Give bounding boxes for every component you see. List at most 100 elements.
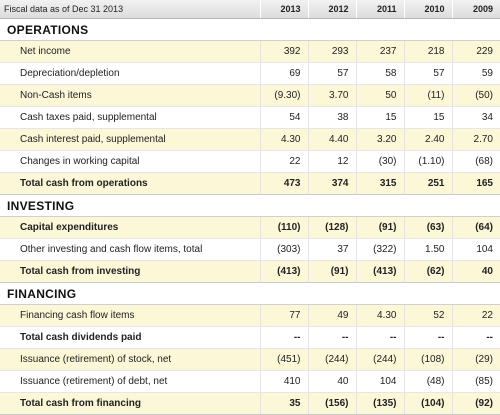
row-label: Total cash from financing [0, 392, 260, 415]
cell-value-2009: 2.70 [451, 128, 500, 151]
row-label: Cash interest paid, supplemental [0, 128, 260, 151]
cell-value-2012: 12 [307, 150, 356, 173]
cell-value-2011: 15 [355, 106, 404, 129]
cell-value-2012: (244) [307, 348, 356, 371]
section-header-operations: OPERATIONS [0, 18, 500, 41]
row-label: Changes in working capital [0, 150, 260, 173]
cell-value-2012: 49 [307, 304, 356, 327]
row-label: Cash taxes paid, supplemental [0, 106, 260, 129]
cell-value-2012: 40 [307, 370, 356, 393]
section-header-financing: FINANCING [0, 282, 500, 305]
cell-value-2010: (104) [403, 392, 452, 415]
cell-value-2013: 473 [259, 172, 308, 195]
cell-value-2011: (413) [355, 260, 404, 283]
row-label: Issuance (retirement) of stock, net [0, 348, 260, 371]
row-label: Total cash from investing [0, 260, 260, 283]
cell-value-2009: (92) [451, 392, 500, 415]
cell-value-2013: (303) [259, 238, 308, 261]
section-title: INVESTING [0, 194, 500, 217]
row-label: Other investing and cash flow items, tot… [0, 238, 260, 261]
cell-value-2013: 77 [259, 304, 308, 327]
cell-value-2010: (48) [403, 370, 452, 393]
cell-value-2009: 165 [451, 172, 500, 195]
cell-value-2009: 229 [451, 40, 500, 63]
cell-value-2009: (50) [451, 84, 500, 107]
year-header-2009: 2009 [451, 0, 500, 19]
cell-value-2013: -- [259, 326, 308, 349]
cell-value-2011: 104 [355, 370, 404, 393]
cell-value-2012: 57 [307, 62, 356, 85]
table-row: Changes in working capital 22 12 (30) (1.10)… [0, 150, 500, 173]
cell-value-2012: -- [307, 326, 356, 349]
cell-value-2013: (9.30) [259, 84, 308, 107]
table-row: Issuance (retirement) of stock, net (451)… [0, 348, 500, 371]
cell-value-2013: 392 [259, 40, 308, 63]
cell-value-2013: (451) [259, 348, 308, 371]
cell-value-2009: (64) [451, 216, 500, 239]
cell-value-2012: (156) [307, 392, 356, 415]
row-label: Capital expenditures [0, 216, 260, 239]
row-label: Total cash dividends paid [0, 326, 260, 349]
row-label: Depreciation/depletion [0, 62, 260, 85]
cell-value-2012: 37 [307, 238, 356, 261]
row-label: Non-Cash items [0, 84, 260, 107]
cell-value-2012: 38 [307, 106, 356, 129]
table-row: Total cash from operations 473 374 315 251 16… [0, 172, 500, 195]
table-row: Financing cash flow items 77 49 4.30 52 22 [0, 304, 500, 327]
cell-value-2010: (62) [403, 260, 452, 283]
cell-value-2011: (30) [355, 150, 404, 173]
cell-value-2011: 3.20 [355, 128, 404, 151]
table-row: Capital expenditures (110) (128) (91) (63) (6… [0, 216, 500, 239]
year-header-2012: 2012 [307, 0, 356, 19]
table-row: Total cash dividends paid -- -- -- -- -- [0, 326, 500, 349]
cell-value-2010: (108) [403, 348, 452, 371]
cell-value-2013: 22 [259, 150, 308, 173]
table-row: Total cash from investing (413) (91) (413)(… [0, 260, 500, 283]
year-header-2013: 2013 [259, 0, 308, 19]
cell-value-2010: 2.40 [403, 128, 452, 151]
section-title: OPERATIONS [0, 18, 500, 41]
cell-value-2011: 4.30 [355, 304, 404, 327]
cell-value-2012: 293 [307, 40, 356, 63]
table-header-row: Fiscal data as of Dec 31 2013 2013 2012 … [0, 0, 500, 19]
cell-value-2013: (110) [259, 216, 308, 239]
cell-value-2012: 3.70 [307, 84, 356, 107]
cell-value-2009: -- [451, 326, 500, 349]
cell-value-2010: 57 [403, 62, 452, 85]
cell-value-2010: 15 [403, 106, 452, 129]
cell-value-2011: -- [355, 326, 404, 349]
cell-value-2011: 315 [355, 172, 404, 195]
row-label: Issuance (retirement) of debt, net [0, 370, 260, 393]
cell-value-2010: (1.10) [403, 150, 452, 173]
cell-value-2013: 35 [259, 392, 308, 415]
cell-value-2013: 410 [259, 370, 308, 393]
cell-value-2011: 50 [355, 84, 404, 107]
table-row: Other investing and cash flow items, tot… [0, 238, 500, 261]
cell-value-2010: 218 [403, 40, 452, 63]
table-row: Net income 392 293 237 218 229 [0, 40, 500, 63]
cell-value-2011: 237 [355, 40, 404, 63]
cell-value-2010: 251 [403, 172, 452, 195]
cell-value-2009: 40 [451, 260, 500, 283]
cell-value-2013: 54 [259, 106, 308, 129]
cell-value-2010: 52 [403, 304, 452, 327]
table-row: Depreciation/depletion 69 57 58 57 59 [0, 62, 500, 85]
cell-value-2010: 1.50 [403, 238, 452, 261]
section-title: FINANCING [0, 282, 500, 305]
cell-value-2009: (85) [451, 370, 500, 393]
table-row: Cash taxes paid, supplemental 54 38 15 15 34 [0, 106, 500, 129]
cell-value-2010: (63) [403, 216, 452, 239]
table-row: Cash interest paid, supplemental 4.30 4.40… [0, 128, 500, 151]
cell-value-2012: 4.40 [307, 128, 356, 151]
row-label: Net income [0, 40, 260, 63]
cell-value-2013: (413) [259, 260, 308, 283]
cell-value-2009: 59 [451, 62, 500, 85]
year-header-2010: 2010 [403, 0, 452, 19]
table-row: Issuance (retirement) of debt, net 410 40 1… [0, 370, 500, 393]
section-header-investing: INVESTING [0, 194, 500, 217]
table-row: Non-Cash items (9.30) 3.70 50 (11) (50) [0, 84, 500, 107]
cell-value-2012: (91) [307, 260, 356, 283]
cell-value-2010: (11) [403, 84, 452, 107]
cell-value-2011: 58 [355, 62, 404, 85]
